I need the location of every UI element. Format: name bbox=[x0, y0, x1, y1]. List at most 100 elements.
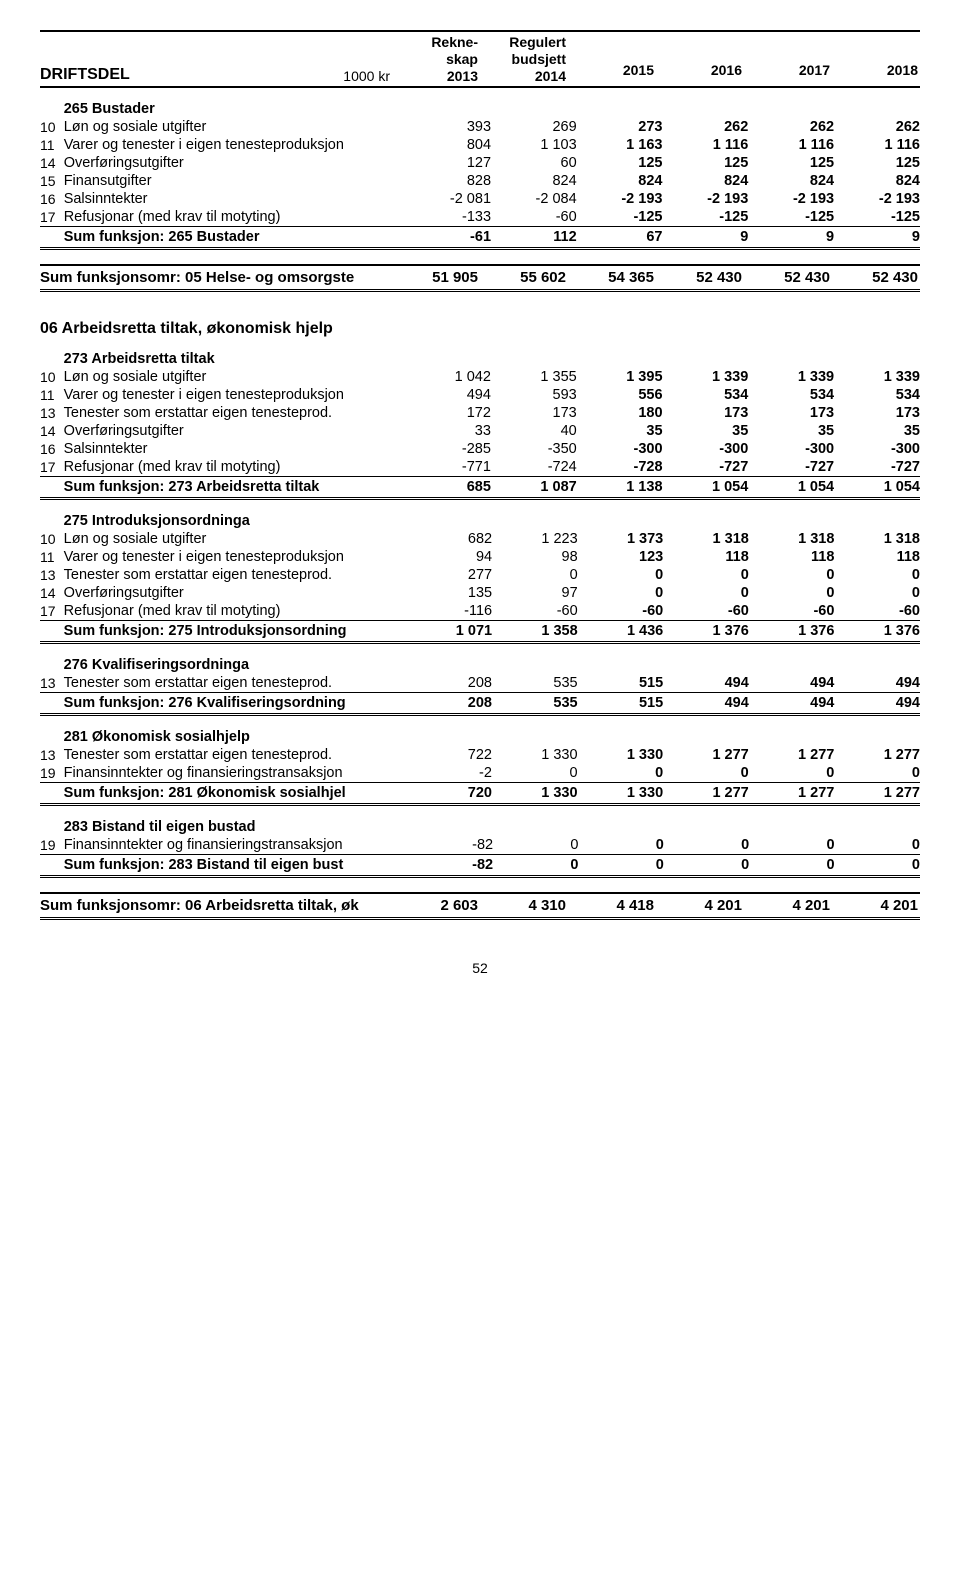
row-value: 1 318 bbox=[834, 530, 920, 548]
row-code: 10 bbox=[40, 530, 64, 548]
row-value: 804 bbox=[405, 136, 491, 154]
row-code: 11 bbox=[40, 136, 64, 154]
col-header-2015: 2015 bbox=[566, 62, 654, 84]
row-value: 494 bbox=[663, 674, 749, 693]
row-value: 1 373 bbox=[578, 530, 664, 548]
table-row: 16Salsinntekter-2 081-2 084-2 193-2 193-… bbox=[40, 190, 920, 208]
row-value: 0 bbox=[835, 836, 920, 855]
sum-value: 1 376 bbox=[749, 621, 835, 642]
col-header-2018: 2018 bbox=[830, 62, 918, 84]
row-value: -2 193 bbox=[577, 190, 663, 208]
row-value: 35 bbox=[663, 422, 749, 440]
row-value: -2 193 bbox=[662, 190, 748, 208]
row-value: 208 bbox=[406, 674, 492, 693]
row-value: -60 bbox=[834, 602, 920, 621]
grand-value: 4 310 bbox=[478, 897, 566, 914]
row-value: 35 bbox=[577, 422, 663, 440]
row-value: -300 bbox=[748, 440, 834, 458]
row-value: -728 bbox=[577, 458, 663, 477]
page-number: 52 bbox=[40, 960, 920, 976]
row-value: 1 339 bbox=[663, 368, 749, 386]
area-heading: 06 Arbeidsretta tiltak, økonomisk hjelp bbox=[40, 320, 920, 338]
row-value: 1 163 bbox=[577, 136, 663, 154]
row-value: 262 bbox=[834, 118, 920, 136]
row-value: 173 bbox=[748, 404, 834, 422]
row-value: 1 339 bbox=[834, 368, 920, 386]
budget-section: 276 Kvalifiseringsordninga13Tenester som… bbox=[40, 656, 920, 713]
row-code: 15 bbox=[40, 172, 64, 190]
row-value: 722 bbox=[406, 746, 492, 764]
sum-value: 1 376 bbox=[834, 621, 920, 642]
row-value: 273 bbox=[577, 118, 663, 136]
row-value: 125 bbox=[577, 154, 663, 172]
row-value: 0 bbox=[749, 584, 835, 602]
row-value: -350 bbox=[491, 440, 577, 458]
row-code: 17 bbox=[40, 208, 64, 227]
row-value: 534 bbox=[834, 386, 920, 404]
row-code: 14 bbox=[40, 584, 64, 602]
table-row: 14Overføringsutgifter334035353535 bbox=[40, 422, 920, 440]
section-title: 281 Økonomisk sosialhjelp bbox=[64, 728, 407, 746]
row-value: -300 bbox=[834, 440, 920, 458]
row-label: Tenester som erstattar eigen tenesteprod… bbox=[64, 566, 407, 584]
row-value: 0 bbox=[492, 764, 578, 783]
row-value: 1 103 bbox=[491, 136, 577, 154]
sum-value: 1 376 bbox=[663, 621, 749, 642]
row-value: 556 bbox=[577, 386, 663, 404]
row-value: 1 318 bbox=[749, 530, 835, 548]
row-label: Varer og tenester i eigen tenesteproduks… bbox=[64, 136, 406, 154]
row-value: 1 116 bbox=[662, 136, 748, 154]
table-row: 11Varer og tenester i eigen tenesteprodu… bbox=[40, 386, 920, 404]
sum-value: 0 bbox=[664, 855, 749, 876]
row-value: 682 bbox=[406, 530, 492, 548]
row-value: 824 bbox=[577, 172, 663, 190]
sum-value: 1 054 bbox=[834, 477, 920, 498]
row-value: 535 bbox=[492, 674, 578, 693]
row-value: -2 bbox=[406, 764, 492, 783]
row-value: 40 bbox=[491, 422, 577, 440]
sum-label: Sum funksjon: 281 Økonomisk sosialhjel bbox=[64, 783, 407, 804]
row-value: 494 bbox=[834, 674, 920, 693]
grand-label: Sum funksjonsomr: 05 Helse- og omsorgste bbox=[40, 269, 390, 286]
sum-value: 9 bbox=[748, 227, 834, 248]
section-title: 265 Bustader bbox=[64, 100, 406, 118]
row-value: 824 bbox=[662, 172, 748, 190]
row-value: -2 081 bbox=[405, 190, 491, 208]
row-value: 180 bbox=[577, 404, 663, 422]
sum-row: Sum funksjon: 283 Bistand til eigen bust… bbox=[40, 855, 920, 876]
row-value: 125 bbox=[748, 154, 834, 172]
row-value: 118 bbox=[834, 548, 920, 566]
row-value: 35 bbox=[834, 422, 920, 440]
row-value: 35 bbox=[748, 422, 834, 440]
row-value: -60 bbox=[491, 208, 577, 227]
row-value: -60 bbox=[578, 602, 664, 621]
row-value: 0 bbox=[664, 836, 749, 855]
row-value: 173 bbox=[491, 404, 577, 422]
sum-value: 1 087 bbox=[491, 477, 577, 498]
row-value: 98 bbox=[492, 548, 578, 566]
col-header-2013: Rekne- skap 2013 bbox=[390, 34, 478, 84]
sum-value: 1 436 bbox=[578, 621, 664, 642]
sum-row: Sum funksjon: 281 Økonomisk sosialhjel72… bbox=[40, 783, 920, 804]
grand-value: 51 905 bbox=[390, 269, 478, 286]
sum-row: Sum funksjon: 273 Arbeidsretta tiltak685… bbox=[40, 477, 920, 498]
row-value: 172 bbox=[405, 404, 491, 422]
row-code: 10 bbox=[40, 368, 64, 386]
row-value: 0 bbox=[493, 836, 578, 855]
sum-label: Sum funksjon: 275 Introduksjonsordning bbox=[64, 621, 407, 642]
table-row: 14Overføringsutgifter12760125125125125 bbox=[40, 154, 920, 172]
row-label: Finansinntekter og finansieringstransaks… bbox=[64, 764, 407, 783]
row-label: Overføringsutgifter bbox=[64, 584, 407, 602]
row-value: -727 bbox=[663, 458, 749, 477]
row-value: 0 bbox=[663, 584, 749, 602]
row-value: 1 395 bbox=[577, 368, 663, 386]
row-label: Varer og tenester i eigen tenesteproduks… bbox=[64, 548, 407, 566]
grand-value: 2 603 bbox=[390, 897, 478, 914]
row-value: -727 bbox=[748, 458, 834, 477]
row-value: -285 bbox=[405, 440, 491, 458]
row-code: 13 bbox=[40, 674, 64, 693]
sum-value: 1 330 bbox=[492, 783, 578, 804]
row-value: 515 bbox=[578, 674, 664, 693]
row-label: Finansutgifter bbox=[64, 172, 406, 190]
sum-value: -82 bbox=[407, 855, 493, 876]
